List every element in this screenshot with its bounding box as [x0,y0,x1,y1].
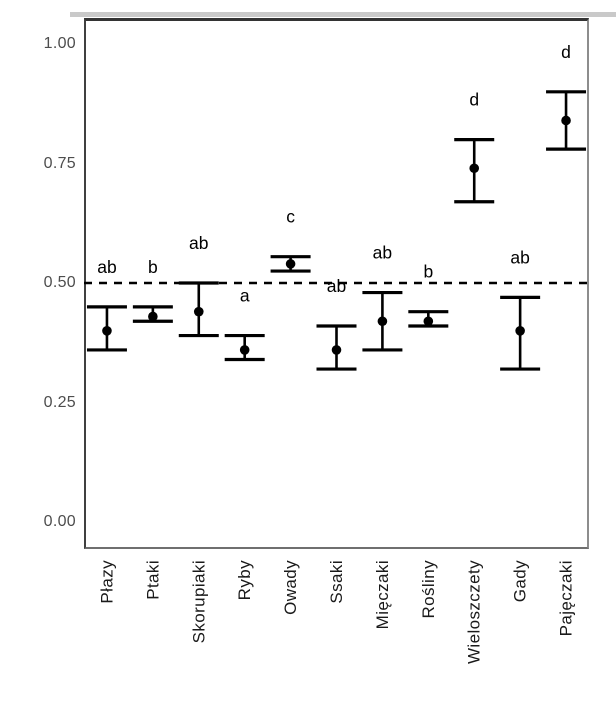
x-category-label: Skorupiaki [189,560,208,643]
x-category-label: Gady [511,560,530,602]
significance-letter: ab [189,233,208,253]
significance-letter: a [240,286,250,306]
x-category-label: Płazy [97,560,116,604]
window-top-edge [70,12,616,17]
x-category-label: Mięczaki [373,560,392,629]
x-category-label: Rośliny [419,560,438,619]
x-category-label: Owady [281,560,300,615]
errorbar-group-rośliny [408,310,449,328]
mean-point [377,316,388,327]
x-category-label: Pajęczaki [557,560,576,636]
mean-point [239,345,250,355]
significance-letter: d [561,42,571,62]
significance-letter: ab [97,257,116,277]
mean-point [285,259,296,269]
errorbar-group-owady [270,255,311,273]
significance-letter: b [423,262,433,282]
errorbar-group-mięczaki [362,290,403,352]
mean-point [423,316,434,327]
errorbar-group-płazy [86,305,127,352]
mean-point [515,326,525,336]
plot-area: ab b ab a c ab ab b d ab d [84,42,589,371]
x-category-label: Ryby [235,560,254,600]
y-tick-label: 0.25 [43,393,76,411]
errorbar-group-gady [500,295,541,371]
significance-letter: ab [327,276,346,296]
y-tick-label: 0.00 [43,513,76,530]
plot-panel: ab b ab a c ab ab b d ab d [84,18,589,549]
significance-letter: ab [510,247,529,267]
x-category-label: Ptaki [143,560,162,600]
errorbar-group-ptaki [132,305,173,323]
mean-point [102,326,112,336]
x-category-label: Ssaki [327,560,346,604]
errorbar-group-pajęczaki [546,90,587,151]
mean-point [469,163,480,174]
y-tick-label: 0.50 [43,274,76,291]
errorbar-group-wieloszczety [454,137,495,204]
x-category-label: Wieloszczety [465,560,484,664]
mean-point [148,311,158,322]
significance-letter: ab [373,243,392,263]
mean-point [193,306,204,317]
errorbar-group-ryby [224,333,265,362]
mean-point [331,345,342,355]
significance-letter: d [469,90,479,110]
mean-point [561,115,571,126]
x-axis: Płazy Ptaki Skorupiaki Ryby Owady Ssaki Mięcza… [97,560,576,664]
errorbar-group-ssaki [316,324,357,371]
y-tick-label: 1.00 [43,35,76,52]
y-tick-label: 0.75 [43,154,76,172]
significance-letter: b [148,257,158,277]
errorbar-group-skorupiaki [178,281,219,338]
significance-letter: c [286,207,295,227]
